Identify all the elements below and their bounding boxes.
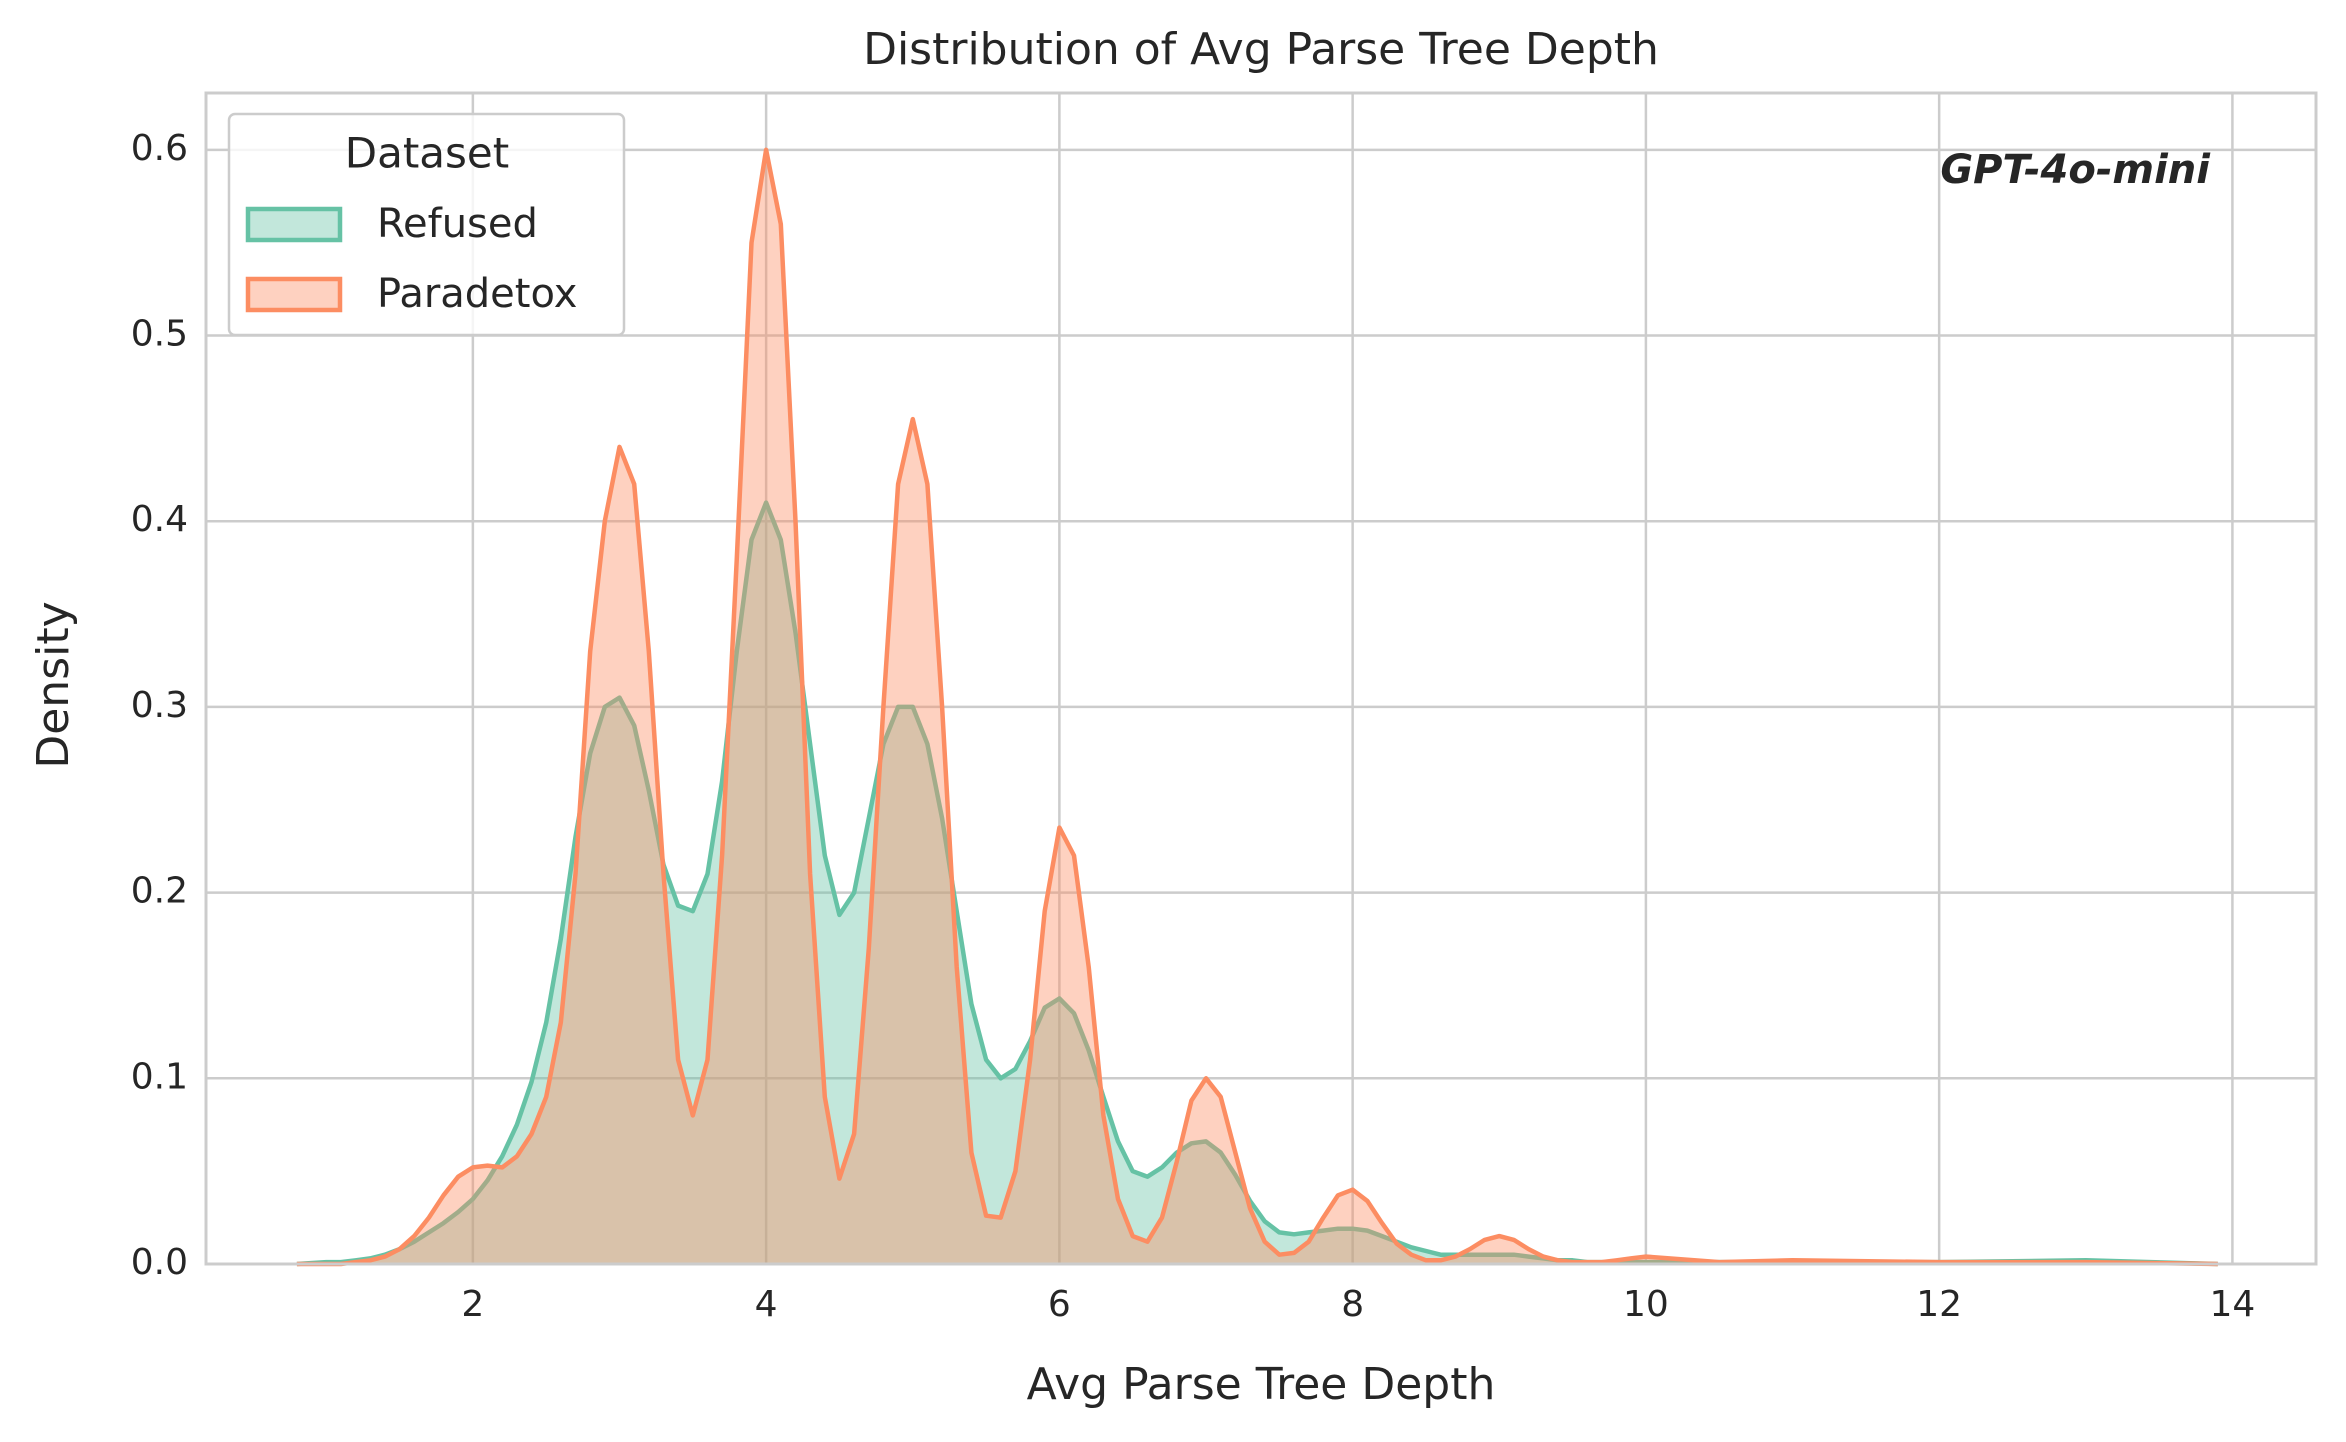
x-tick-label: 8 <box>1341 1284 1364 1325</box>
chart-title: Distribution of Avg Parse Tree Depth <box>863 24 1659 75</box>
legend-label: Refused <box>377 201 538 247</box>
x-tick-label: 2 <box>461 1284 484 1325</box>
y-tick-label: 0.3 <box>131 685 188 726</box>
y-tick-label: 0.2 <box>131 871 188 912</box>
density-line <box>296 147 2218 1267</box>
y-tick-label: 0.1 <box>131 1056 188 1097</box>
y-tick-label: 0.0 <box>131 1242 188 1283</box>
x-axis-label: Avg Parse Tree Depth <box>1027 1359 1496 1410</box>
legend-swatch <box>245 276 343 313</box>
annotation: GPT-4o-mini <box>1940 147 2211 193</box>
plot-frame <box>204 91 2318 1266</box>
y-tick-label: 0.4 <box>131 499 188 540</box>
y-tick-label: 0.5 <box>131 314 188 355</box>
legend-swatch <box>245 206 343 243</box>
x-tick-label: 10 <box>1623 1284 1669 1325</box>
density-area <box>296 502 2218 1265</box>
legend-title: Dataset <box>345 129 509 178</box>
x-tick-label: 6 <box>1048 1284 1071 1325</box>
density-line <box>296 500 2218 1267</box>
legend-label: Paradetox <box>377 271 577 317</box>
density-area <box>296 149 2218 1264</box>
x-tick-label: 4 <box>755 1284 778 1325</box>
x-tick-label: 14 <box>2210 1284 2256 1325</box>
y-axis-label: Density <box>28 601 79 768</box>
y-tick-label: 0.6 <box>131 128 188 169</box>
x-tick-label: 12 <box>1916 1284 1962 1325</box>
